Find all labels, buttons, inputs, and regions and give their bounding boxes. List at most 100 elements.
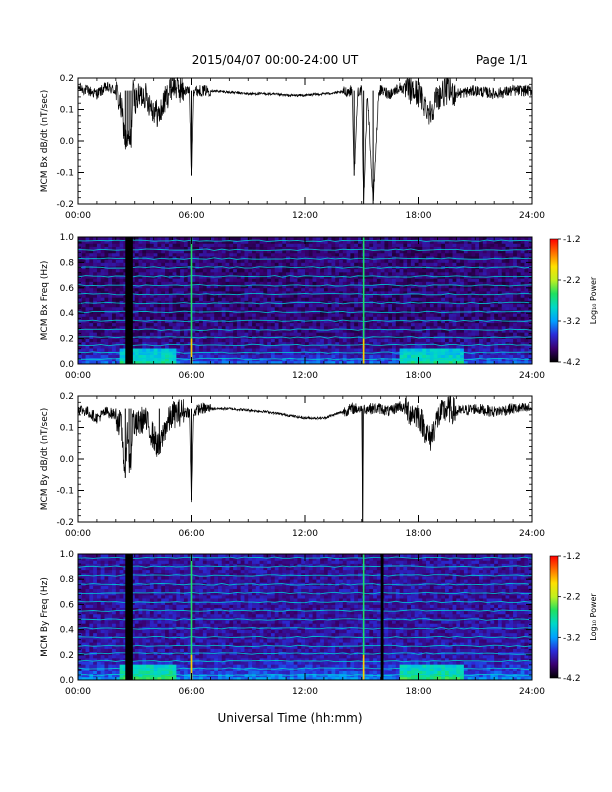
spectrogram-cell [342, 325, 348, 330]
spectrogram-cell [183, 338, 189, 343]
spectrogram-cell [274, 284, 279, 289]
spectrogram-cell [437, 246, 442, 251]
spectrogram-cell [183, 262, 189, 266]
spectrogram-cell [278, 300, 283, 305]
spectrogram-cell [448, 294, 453, 298]
spectrogram-cell [497, 275, 503, 279]
spectrogram-cell [448, 259, 453, 263]
spectrogram-cell [376, 237, 382, 241]
spectrogram-cell [528, 287, 533, 292]
spectrogram-cell [308, 297, 313, 301]
spectrogram-cell [460, 237, 465, 241]
spectrogram-cell [437, 237, 442, 241]
x-tick-label: 12:00 [292, 211, 318, 221]
spectrogram-cell [206, 287, 211, 292]
spectrogram-cell [263, 268, 268, 273]
spectrogram-cell [320, 344, 325, 349]
spectrogram-cell [467, 294, 472, 298]
spectrogram-cell [161, 265, 166, 270]
spectrogram-cell [463, 271, 469, 276]
spectrogram-cell [410, 287, 416, 292]
spectrogram-cell [85, 256, 90, 260]
spectrogram-cell [471, 278, 476, 282]
spectrogram-cell [138, 329, 143, 333]
spectrogram-cell [418, 335, 423, 339]
spectrogram-cell [524, 354, 529, 359]
spectrogram-cell [312, 290, 317, 295]
spectrogram-cell [308, 332, 313, 336]
spectrogram-cell [354, 268, 359, 273]
spectrogram-cell [176, 249, 181, 254]
spectrogram-cell [339, 287, 344, 292]
spectrogram-cell [327, 360, 332, 365]
spectrogram-cell [236, 313, 242, 317]
spectrogram-cell [263, 319, 268, 324]
spectrogram-cell [225, 249, 230, 254]
spectrogram-cell [210, 332, 215, 336]
spectrogram-cell [297, 249, 302, 254]
spectrogram-cell [297, 240, 302, 244]
spectrogram-cell [270, 313, 276, 317]
spectrogram-cell [157, 338, 162, 343]
spectrogram-cell [354, 316, 359, 320]
spectrogram-cell [195, 290, 200, 295]
spectrogram-cell [85, 303, 90, 308]
spectrogram-cell [229, 290, 234, 295]
spectrogram-cell [479, 281, 484, 286]
spectrogram-cell [168, 306, 173, 311]
spectrogram-cell [327, 243, 332, 247]
spectrogram-cell [346, 360, 351, 365]
spectrogram-cell [161, 310, 166, 314]
spectrogram-cell [448, 237, 453, 241]
spectrogram-cell [267, 313, 272, 317]
spectrogram-cell [471, 246, 476, 251]
spectrogram-cell [509, 322, 514, 327]
spectrogram-cell [267, 322, 272, 327]
spectrogram-cell [138, 290, 143, 295]
spectrogram-cell [463, 303, 469, 308]
spectrogram-cell [418, 262, 423, 266]
spectrogram-cell [335, 300, 340, 305]
spectrogram-cell [482, 284, 487, 289]
spectrogram-cell [108, 338, 113, 343]
spectrogram-cell [475, 351, 480, 355]
spectrogram-cell [293, 306, 298, 311]
spectrogram-cell [373, 240, 378, 244]
spectrogram-cell [384, 246, 389, 251]
spectrogram-cell [210, 240, 215, 244]
spectrogram-cell [81, 268, 86, 273]
spectrogram-cell [199, 271, 204, 276]
spectrogram-cell [165, 360, 170, 365]
spectrogram-cell [168, 284, 173, 289]
spectrogram-cell [100, 294, 105, 298]
spectrogram-cell [339, 319, 344, 324]
spectrogram-cell [115, 319, 121, 324]
spectrogram-cell [354, 246, 359, 251]
spectrogram-cell [350, 237, 355, 241]
spectrogram-cell [380, 262, 385, 266]
spectrogram-cell [93, 278, 98, 282]
spectrogram-cell [85, 297, 90, 301]
spectrogram-cell [407, 316, 412, 320]
spectrogram-cell [460, 360, 465, 365]
spectrogram-cell [180, 252, 185, 257]
spectrogram-cell [437, 290, 442, 295]
spectrogram-cell [342, 287, 348, 292]
spectrogram-cell [96, 341, 102, 346]
spectrogram-cell [214, 351, 219, 355]
spectrogram-cell [267, 316, 272, 320]
spectrogram-cell [376, 348, 382, 352]
spectrogram-cell [354, 303, 359, 308]
spectrogram-cell [422, 281, 427, 286]
spectrogram-cell [414, 310, 419, 314]
spectrogram-cell [168, 329, 173, 333]
spectrogram-cell [505, 303, 510, 308]
spectrogram-cell [331, 348, 336, 352]
spectrogram-cell [301, 278, 306, 282]
spectrogram-cell [183, 341, 189, 346]
spectrogram-cell [414, 316, 419, 320]
spectrogram-cell [108, 341, 113, 346]
spectrogram-cell [320, 297, 325, 301]
spectrogram-cell [524, 329, 529, 333]
spectrogram-cell [104, 297, 109, 301]
